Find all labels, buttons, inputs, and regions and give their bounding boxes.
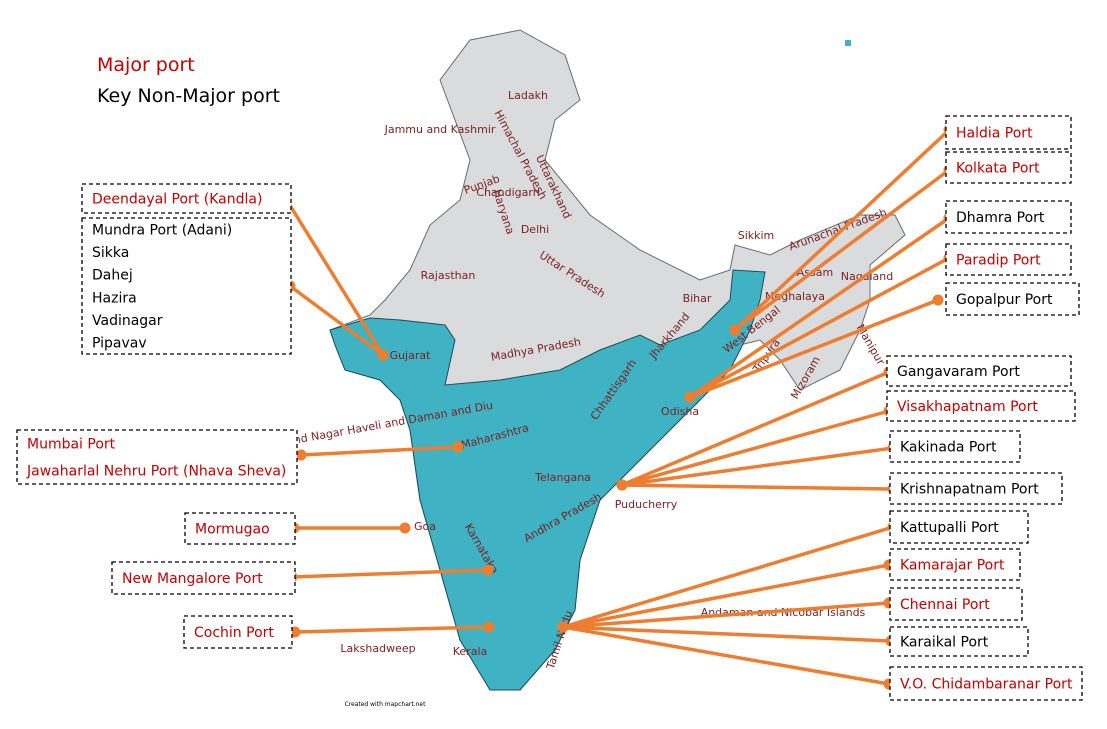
connector — [733, 168, 951, 332]
port-box — [81, 183, 292, 214]
region-label: Meghalaya — [765, 290, 825, 303]
connector — [562, 525, 894, 629]
port-box — [184, 512, 296, 545]
port-name: Dahej — [92, 268, 133, 284]
connector — [300, 445, 459, 457]
port-name: Sikka — [92, 245, 129, 261]
port-dot — [932, 294, 944, 306]
port-name: Krishnapatnam Port — [900, 482, 1039, 498]
port-name: Paradip Port — [956, 253, 1041, 269]
connector — [733, 128, 951, 332]
marker — [845, 40, 851, 46]
region-label: Ladakh — [508, 89, 548, 102]
connector — [621, 370, 890, 487]
region-label: Jammu and Kashmir — [384, 123, 496, 136]
region-label: Manipur — [854, 322, 888, 368]
region-label: Odisha — [661, 405, 699, 418]
region-label: Bihar — [683, 292, 712, 305]
port-box — [16, 429, 298, 485]
port-dot — [557, 621, 569, 633]
region-label: Telangana — [534, 471, 591, 484]
connector — [621, 483, 894, 491]
port-name: V.O. Chidambaranar Port — [900, 677, 1073, 693]
connector — [288, 284, 385, 357]
connector — [562, 601, 890, 629]
credit: Created with mapchart.net — [345, 701, 427, 708]
port-name: Kakinada Port — [900, 440, 997, 456]
port-name: Kolkata Port — [956, 161, 1040, 177]
region-label: Kerala — [453, 645, 488, 658]
port-dot — [399, 522, 411, 534]
connector — [689, 216, 950, 399]
port-box — [889, 430, 1021, 463]
port-dot — [483, 621, 495, 633]
port-name: Visakhapatnam Port — [897, 399, 1038, 415]
port-name: Chennai Port — [900, 597, 990, 613]
port-name: Cochin Port — [194, 625, 274, 641]
port-dot — [452, 441, 464, 453]
connector — [294, 625, 490, 634]
connector — [689, 256, 950, 399]
region-label: Delhi — [521, 223, 549, 236]
connector — [562, 563, 890, 629]
port-name: Kattupalli Port — [900, 520, 999, 536]
port-name: Mormugao — [195, 522, 270, 538]
port-dot — [616, 479, 628, 491]
port-dot — [482, 564, 494, 576]
port-name: Mumbai Port — [27, 437, 116, 453]
port-dot — [684, 391, 696, 403]
port-box — [886, 390, 1076, 422]
port-name: Jawaharlal Nehru Port (Nhava Sheva) — [26, 464, 286, 480]
port-box — [889, 472, 1063, 505]
legend-major: Major port — [97, 54, 195, 76]
connector — [291, 568, 489, 579]
port-box — [889, 510, 1029, 544]
port-dot — [295, 449, 307, 461]
connector — [562, 625, 892, 643]
port-box — [889, 548, 1021, 581]
port-name: Gangavaram Port — [897, 364, 1020, 380]
port-box — [111, 561, 296, 595]
port-box — [945, 243, 1072, 276]
port-box — [886, 355, 1072, 387]
region-label: Sikkim — [738, 229, 775, 242]
port-dot — [729, 324, 741, 336]
port-dot — [377, 349, 389, 361]
port-name: Dhamra Port — [956, 210, 1045, 226]
port-name: Hazira — [92, 290, 137, 306]
port-box — [889, 587, 1023, 621]
port-boxes: Deendayal Port (Kandla) Mundra Port (Adan… — [16, 115, 1083, 701]
map — [329, 29, 906, 691]
region-label: Goa — [414, 520, 436, 533]
port-name: Vadinagar — [92, 313, 163, 329]
connector — [562, 625, 890, 686]
legend-non-major: Key Non-Major port — [97, 85, 280, 107]
port-name: Karaikal Port — [900, 635, 989, 651]
connector — [621, 446, 894, 487]
port-name: Deendayal Port (Kandla) — [92, 192, 262, 208]
port-name: Kamarajar Port — [900, 558, 1005, 574]
port-box — [945, 151, 1072, 184]
port-name: Mundra Port (Adani) — [92, 222, 232, 238]
port-box — [81, 217, 292, 355]
region-label: Gujarat — [390, 349, 432, 362]
port-name: New Mangalore Port — [122, 571, 263, 587]
port-name: Haldia Port — [956, 126, 1033, 142]
connector — [689, 298, 939, 399]
port-box — [183, 615, 293, 649]
region-label: Chandigarh — [476, 186, 539, 199]
port-name: Pipavav — [92, 336, 147, 352]
connector — [621, 409, 890, 487]
region-label: Rajasthan — [421, 269, 476, 282]
port-box — [889, 626, 1029, 657]
port-box — [945, 115, 1072, 150]
port-name: Gopalpur Port — [956, 292, 1053, 308]
region-label: Puducherry — [615, 498, 678, 511]
port-box — [889, 666, 1083, 701]
port-box — [945, 282, 1080, 316]
connector — [284, 198, 385, 356]
port-box — [945, 200, 1072, 234]
region-label: Lakshadweep — [340, 642, 415, 655]
